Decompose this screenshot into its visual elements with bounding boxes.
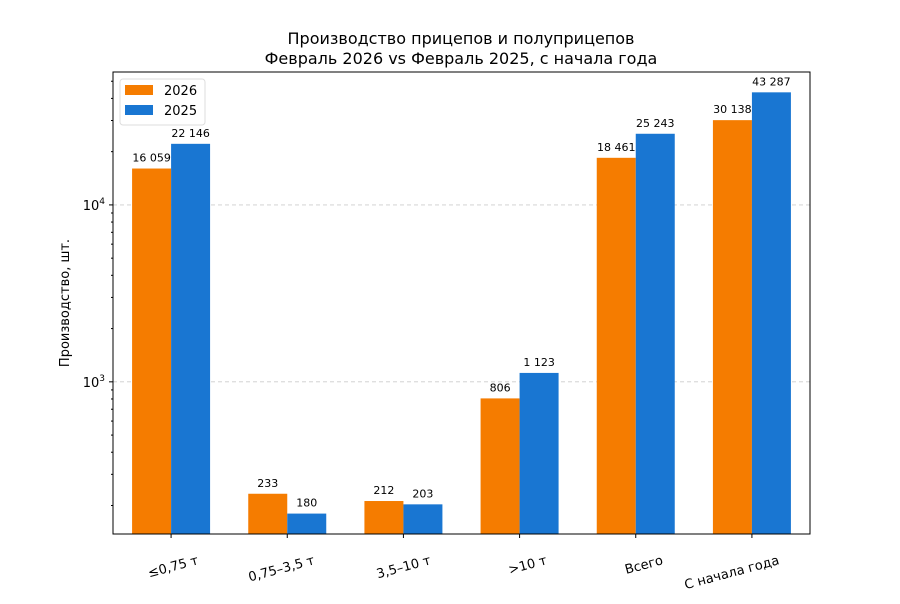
data-label: 806 xyxy=(490,381,511,394)
data-label: 233 xyxy=(257,477,278,490)
legend-label-2026: 2026 xyxy=(164,84,197,99)
data-label: 16 059 xyxy=(132,152,171,165)
bar-2026 xyxy=(132,168,172,534)
chart-subtitle: Февраль 2026 vs Февраль 2025, с начала г… xyxy=(265,49,658,68)
plot-frame xyxy=(112,71,811,535)
data-label: 212 xyxy=(373,484,394,497)
x-tick-label: 3,5–10 т xyxy=(375,553,433,582)
data-label: 25 243 xyxy=(636,117,675,130)
bar-2025 xyxy=(635,133,675,535)
data-label: 1 123 xyxy=(523,356,555,369)
bar-2026 xyxy=(248,493,288,534)
chart-title: Производство прицепов и полуприцепов xyxy=(288,29,635,48)
y-axis-label: Производство, шт. xyxy=(58,239,73,367)
data-label: 18 461 xyxy=(597,141,636,154)
legend-swatch-2025 xyxy=(125,105,153,115)
data-label: 43 287 xyxy=(752,75,791,88)
data-label: 180 xyxy=(296,497,317,510)
y-tick-label: 104 xyxy=(83,197,106,214)
bar-2025 xyxy=(171,143,211,535)
bar-2025 xyxy=(403,504,443,534)
bar-2025 xyxy=(519,372,559,534)
x-tick-label: Всего xyxy=(623,553,664,578)
bar-2025 xyxy=(751,92,791,534)
data-label: 22 146 xyxy=(171,127,210,140)
legend-swatch-2026 xyxy=(125,85,153,95)
x-tick-label: 0,75–3,5 т xyxy=(247,553,317,585)
bar-2026 xyxy=(364,501,404,534)
x-tick-label: С начала года xyxy=(683,553,781,593)
x-tick-label: ≤0,75 т xyxy=(146,553,200,581)
legend: 2026 2025 xyxy=(119,78,206,126)
legend-label-2025: 2025 xyxy=(164,104,197,119)
data-label: 30 138 xyxy=(713,103,752,116)
bar-2025 xyxy=(287,513,327,534)
x-tick-label: >10 т xyxy=(507,553,549,578)
bar-2026 xyxy=(596,157,636,534)
data-label: 203 xyxy=(412,487,433,500)
y-tick-label: 103 xyxy=(83,374,105,391)
bar-2026 xyxy=(712,120,752,534)
bar-2026 xyxy=(480,398,520,534)
